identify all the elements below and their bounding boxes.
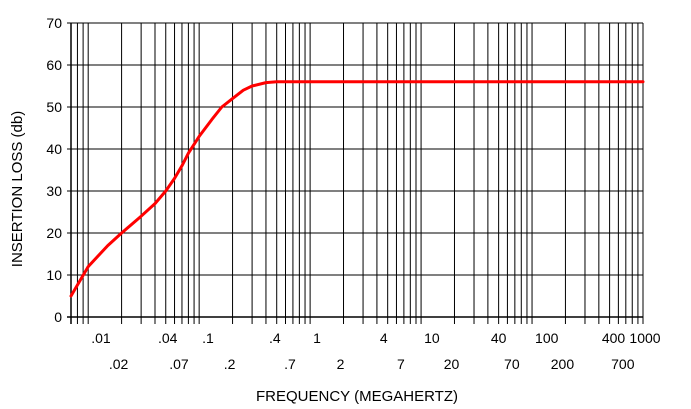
x-tick-label-top: 400 — [602, 330, 626, 346]
x-tick-label-bottom: .7 — [284, 356, 296, 372]
plot-axes — [67, 23, 644, 324]
y-tick-labels: 0 10 20 30 40 50 60 70 — [46, 15, 62, 325]
insertion-loss-line — [69, 80, 645, 298]
x-tick-label-top: 4 — [380, 330, 388, 346]
x-tick-label-bottom: 70 — [504, 356, 520, 372]
y-tick-label: 50 — [46, 99, 62, 115]
x-tick-label-top: 100 — [535, 330, 559, 346]
x-tick-label-top: 1 — [313, 330, 321, 346]
x-tick-label-top: .1 — [202, 330, 214, 346]
y-tick-label: 10 — [46, 267, 62, 283]
x-tick-label-top: 40 — [491, 330, 507, 346]
x-tick-label-top: 10 — [424, 330, 440, 346]
y-tick-label: 20 — [46, 225, 62, 241]
y-tick-label: 0 — [54, 309, 62, 325]
x-tick-label-bottom: 700 — [611, 356, 635, 372]
x-tick-label-top: .4 — [269, 330, 281, 346]
x-axis-title: FREQUENCY (MEGAHERTZ) — [256, 388, 458, 405]
x-tick-label-top: .01 — [91, 330, 111, 346]
grid-lines — [67, 22, 644, 324]
y-tick-label: 40 — [46, 141, 62, 157]
x-tick-label-bottom: .07 — [169, 356, 189, 372]
x-tick-label-top: 1000 — [629, 330, 660, 346]
x-tick-label-bottom: 200 — [551, 356, 575, 372]
x-tick-label-top: .04 — [158, 330, 178, 346]
x-tick-label-bottom: 20 — [444, 356, 460, 372]
x-tick-label-bottom: .02 — [109, 356, 129, 372]
insertion-loss-curve — [69, 80, 645, 298]
y-tick-label: 30 — [46, 183, 62, 199]
x-tick-label-bottom: 7 — [397, 356, 405, 372]
y-axis-title: INSERTION LOSS (db) — [9, 111, 26, 267]
x-tick-labels: .01 .04 .1 .4 1 4 10 40 100 400 1000 .02 .07 .2 .7 2 7 20… — [91, 330, 661, 372]
x-tick-label-bottom: .2 — [224, 356, 236, 372]
y-tick-label: 70 — [46, 15, 62, 31]
y-tick-label: 60 — [46, 57, 62, 73]
x-tick-label-bottom: 2 — [337, 356, 345, 372]
